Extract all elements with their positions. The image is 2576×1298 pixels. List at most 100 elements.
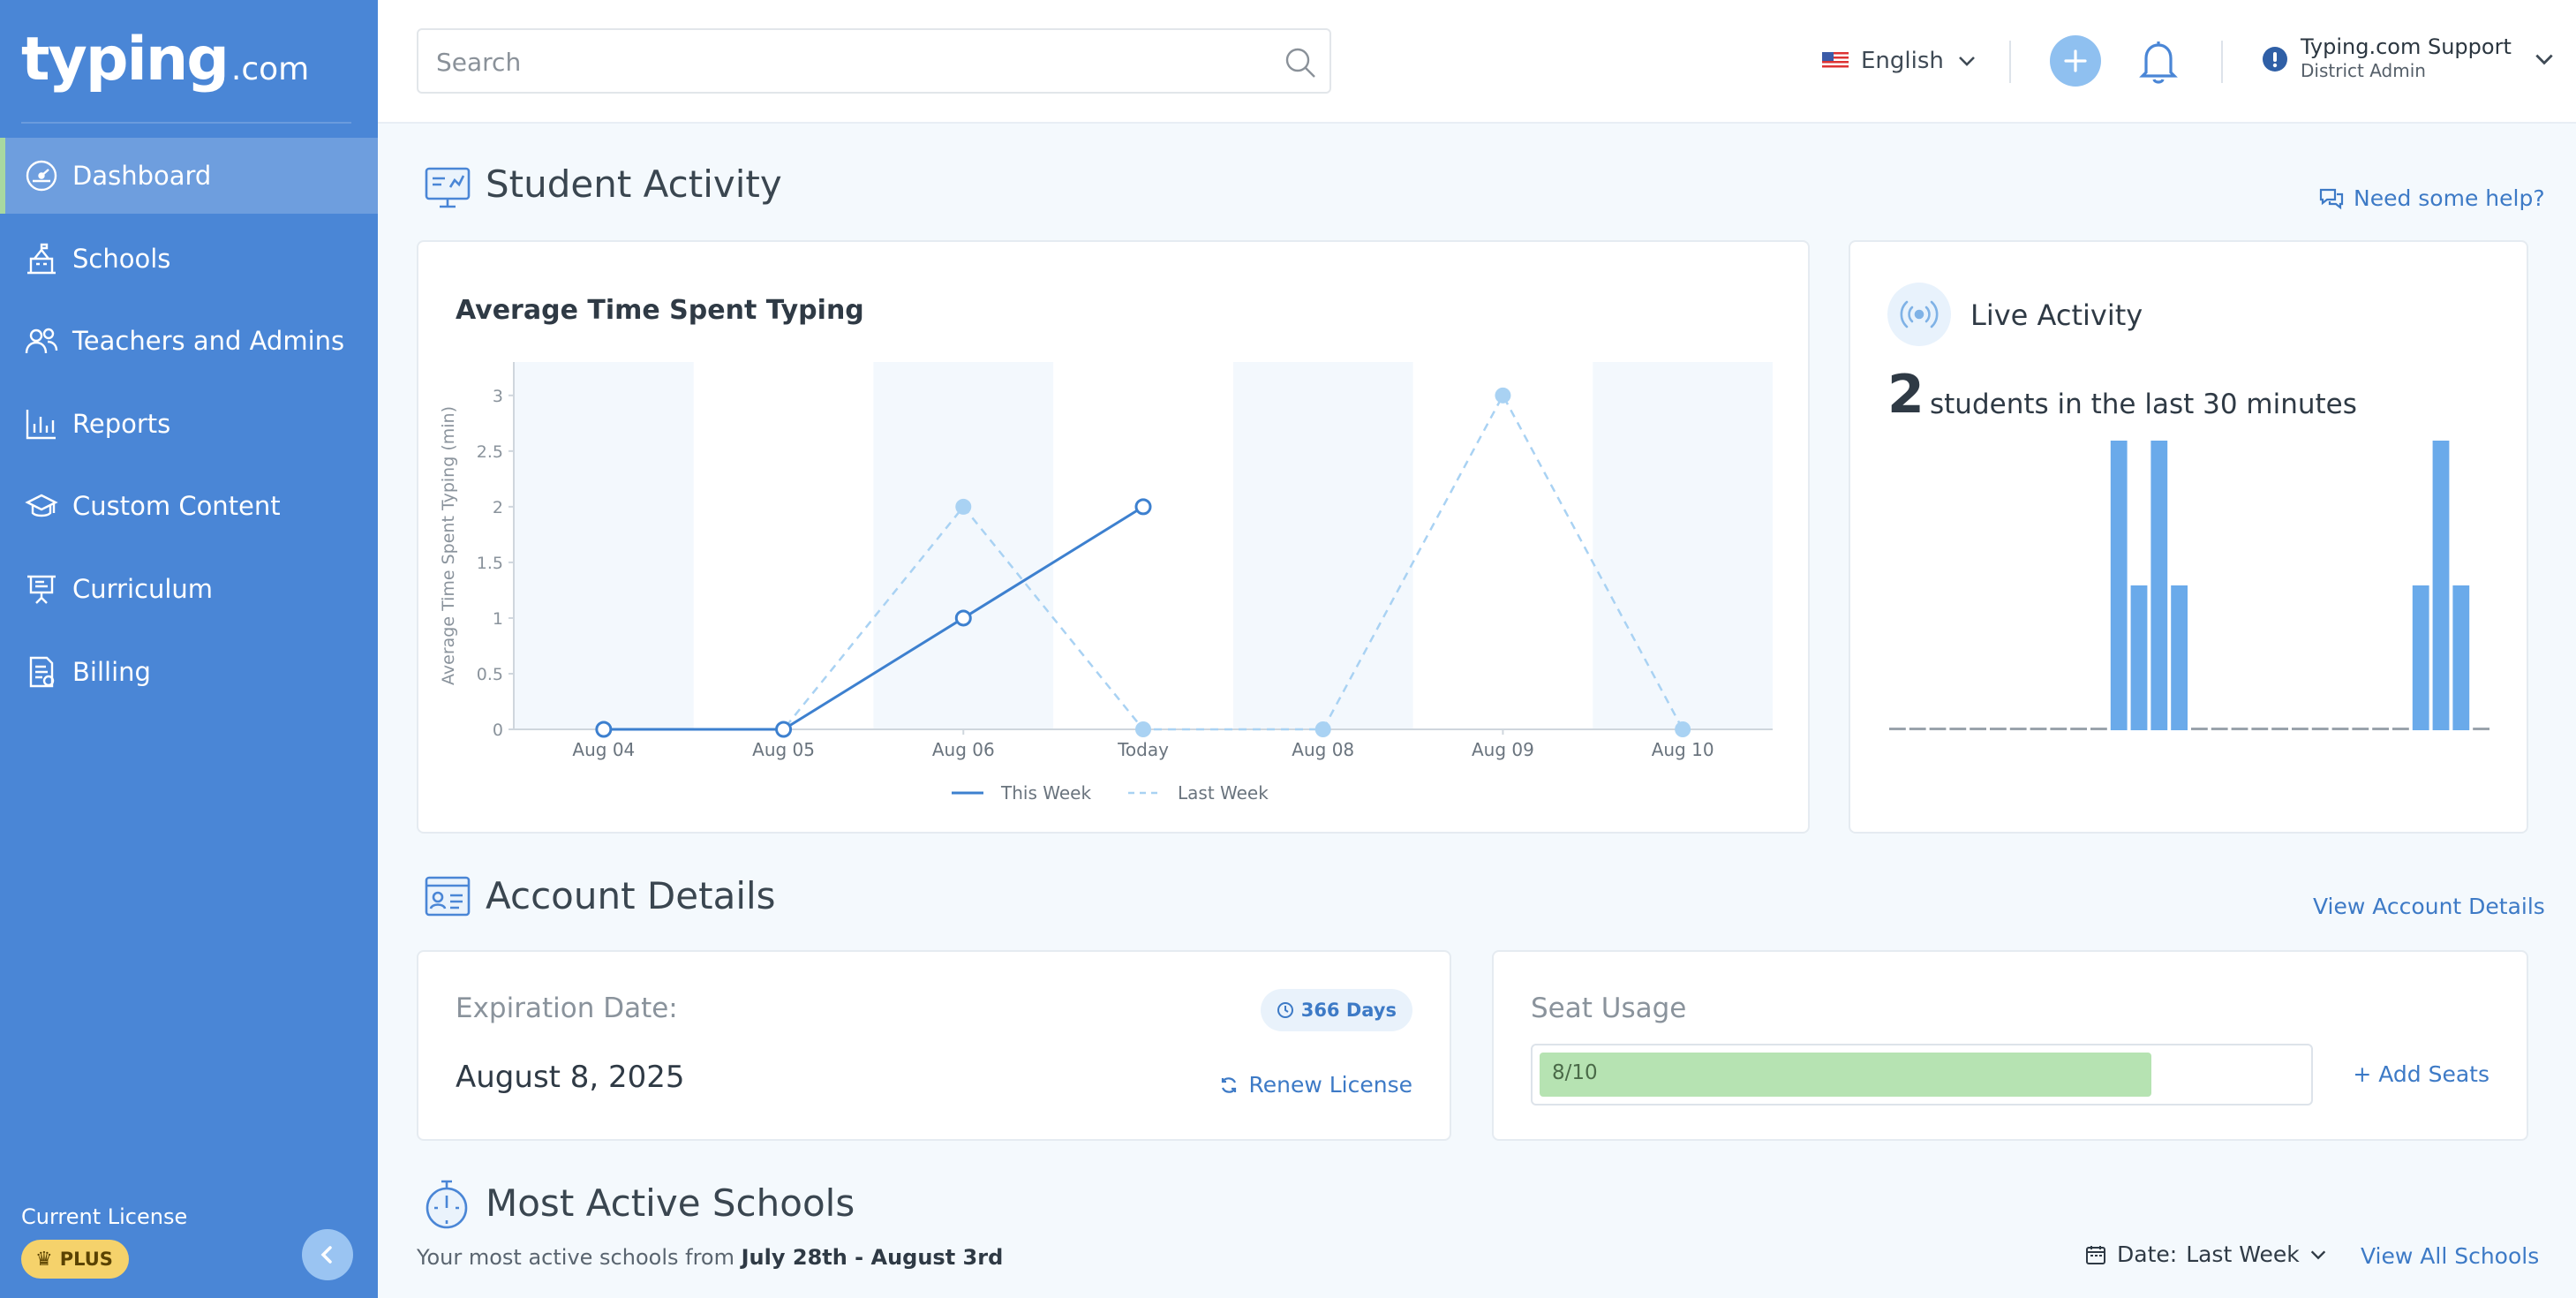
- presentation-board-icon: [21, 569, 62, 609]
- chart-band: [1232, 362, 1413, 729]
- bar-chart-icon: [21, 404, 62, 444]
- search-input[interactable]: [436, 42, 1266, 81]
- last-week-point: [955, 498, 972, 515]
- student-activity-title: Student Activity: [486, 162, 782, 206]
- search-icon[interactable]: [1284, 46, 1317, 79]
- calendar-icon: [2086, 1245, 2105, 1264]
- y-tick-label: 2: [493, 498, 503, 517]
- most-active-subtitle: Your most active schools from July 28th …: [417, 1245, 1003, 1270]
- chat-bubbles-icon: [2319, 188, 2344, 209]
- expiration-label: Expiration Date:: [456, 992, 678, 1024]
- last-week-point: [1495, 387, 1511, 404]
- last-week-point: [1675, 721, 1691, 737]
- live-activity-bar: [1970, 728, 1986, 730]
- sidebar-item-label: Billing: [72, 657, 151, 687]
- bell-icon[interactable]: [2135, 37, 2182, 87]
- x-tick-label: Aug 05: [752, 739, 815, 760]
- id-card-icon: [425, 876, 471, 917]
- sidebar-item-custom-content[interactable]: Custom Content: [0, 468, 378, 544]
- live-activity-bar: [1929, 728, 1947, 730]
- legend-this-week-label: This Week: [1000, 782, 1091, 804]
- y-tick-label: 2.5: [477, 442, 503, 462]
- seat-usage-fill: [1540, 1053, 2151, 1097]
- add-button[interactable]: [2050, 35, 2101, 87]
- x-tick-label: Aug 08: [1292, 739, 1354, 760]
- crown-icon: ♛: [35, 1248, 53, 1271]
- y-tick-label: 0.5: [477, 665, 503, 684]
- custom-content-icon: [21, 486, 62, 526]
- account-details-title: Account Details: [486, 874, 776, 917]
- chevron-down-icon: [1958, 57, 1975, 66]
- chevron-down-icon: [2310, 1249, 2325, 1259]
- live-activity-bar: [2030, 728, 2047, 730]
- user-menu[interactable]: Typing.com Support District Admin: [2262, 34, 2556, 81]
- need-help-text: Need some help?: [2354, 185, 2545, 211]
- live-activity-bar: [2311, 728, 2329, 730]
- monitor-activity-icon: [425, 167, 471, 208]
- clock-icon: [1277, 1002, 1293, 1018]
- view-all-schools-link[interactable]: View All Schools: [2361, 1243, 2540, 1269]
- users-icon: [21, 321, 62, 361]
- add-seats-link[interactable]: + Add Seats: [2353, 1061, 2489, 1087]
- language-selector[interactable]: English: [1822, 39, 1977, 83]
- line-chart: 0 0.5 1 1.5 2 2.5 3 Average Time Spent Typing (…: [439, 362, 1773, 804]
- live-activity-bar: [2110, 441, 2128, 730]
- live-activity-bar: [2191, 728, 2208, 730]
- sidebar-item-reports[interactable]: Reports: [0, 386, 378, 462]
- collapse-sidebar-button[interactable]: [302, 1229, 353, 1280]
- y-tick-label: 3: [493, 387, 503, 406]
- this-week-line: [603, 505, 1144, 731]
- license-badge-text: PLUS: [59, 1249, 113, 1270]
- speedometer-icon: [21, 155, 62, 196]
- sidebar-item-dashboard[interactable]: Dashboard: [0, 138, 378, 214]
- sidebar-item-label: Schools: [72, 244, 171, 274]
- logo-divider: [21, 122, 351, 124]
- license-plus-badge: ♛ PLUS: [21, 1240, 129, 1279]
- live-activity-bar: [2009, 728, 2027, 730]
- seat-usage-text: 8/10: [1552, 1061, 1598, 1084]
- live-activity-bar: [2432, 441, 2450, 730]
- sidebar-item-schools[interactable]: Schools: [0, 221, 378, 297]
- expiration-date: August 8, 2025: [456, 1060, 685, 1095]
- this-week-point: [954, 609, 972, 627]
- live-activity-bar: [2231, 728, 2248, 730]
- sidebar-item-curriculum[interactable]: Curriculum: [0, 551, 378, 627]
- live-activity-bar: [2130, 585, 2148, 730]
- date-filter-dropdown[interactable]: Date: Last Week: [2085, 1241, 2328, 1267]
- live-activity-bar: [2150, 441, 2168, 730]
- sidebar-item-label: Reports: [72, 409, 171, 439]
- last-week-point: [1135, 721, 1151, 737]
- live-activity-bar: [2090, 728, 2107, 730]
- refresh-icon: [1221, 1076, 1236, 1093]
- time-spent-chart-card: Average Time Spent Typing 0 0.5 1 1.5 2 2.5 3 A…: [417, 240, 1810, 834]
- top-header: English Typing.com Support District Admi…: [378, 0, 2576, 124]
- chevron-left-icon: [320, 1246, 332, 1264]
- view-account-details-link[interactable]: View Account Details: [2313, 894, 2545, 919]
- chart-band: [1593, 362, 1773, 729]
- live-activity-bar: [1990, 728, 2007, 730]
- alert-icon: [2263, 47, 2287, 72]
- need-help-link[interactable]: Need some help?: [2318, 185, 2545, 211]
- x-tick-label: Aug 04: [572, 739, 635, 760]
- live-activity-text: students in the last 30 minutes: [1930, 389, 2357, 420]
- typing-logo[interactable]: typing .com: [21, 25, 309, 95]
- y-tick-label: 1.5: [477, 554, 503, 573]
- days-remaining-badge: 366 Days: [1260, 989, 1412, 1031]
- seat-usage-bar: 8/10: [1531, 1044, 2313, 1106]
- expiration-card: Expiration Date: August 8, 2025 366 Days…: [417, 950, 1451, 1141]
- us-flag-icon: [1822, 52, 1849, 70]
- invoice-icon: [21, 652, 62, 692]
- live-activity-bar: [2331, 728, 2349, 730]
- sidebar-item-billing[interactable]: Billing: [0, 634, 378, 710]
- chevron-down-icon: [2535, 54, 2553, 65]
- renew-license-link[interactable]: Renew License: [1219, 1072, 1412, 1098]
- live-activity-bar: [2292, 728, 2309, 730]
- live-activity-bar: [2473, 728, 2489, 730]
- live-activity-bar: [1909, 728, 1926, 730]
- live-activity-card: Live Activity 2 students in the last 30 …: [1849, 240, 2528, 834]
- live-activity-bar: [2352, 728, 2369, 730]
- live-activity-bar: [2171, 585, 2188, 730]
- sidebar-item-teachers[interactable]: Teachers and Admins: [0, 303, 378, 379]
- plus-icon: [2064, 49, 2087, 72]
- x-tick-label: Aug 09: [1472, 739, 1534, 760]
